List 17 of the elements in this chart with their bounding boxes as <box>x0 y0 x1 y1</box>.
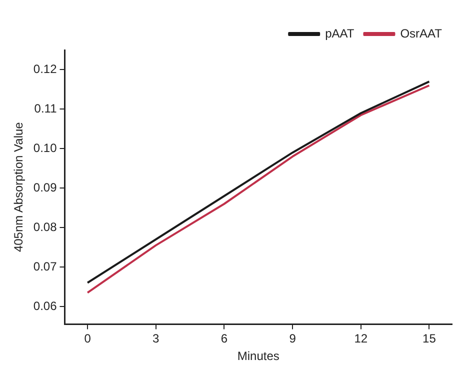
x-tick-label: 3 <box>152 332 160 346</box>
y-tick-label: 0.08 <box>33 220 58 234</box>
x-tick-label: 12 <box>354 332 368 346</box>
y-axis-title: 405nm Absorption Value <box>12 122 26 252</box>
x-axis-title: Minutes <box>237 349 280 364</box>
legend-label: pAAT <box>325 26 355 40</box>
y-tick-label: 0.10 <box>33 140 58 155</box>
y-tick-label: 0.12 <box>33 62 58 76</box>
y-tick-label: 0.11 <box>34 101 58 116</box>
y-tick-label: 0.09 <box>33 180 58 194</box>
x-tick-label: 0 <box>84 332 92 346</box>
y-tick-label: 0.06 <box>33 298 58 313</box>
x-tick-label: 15 <box>422 332 436 346</box>
x-tick-label: 9 <box>289 332 296 346</box>
legend-label: OsrAAT <box>400 26 443 40</box>
y-tick-label: 0.07 <box>33 259 58 274</box>
x-tick-label: 6 <box>220 332 228 346</box>
